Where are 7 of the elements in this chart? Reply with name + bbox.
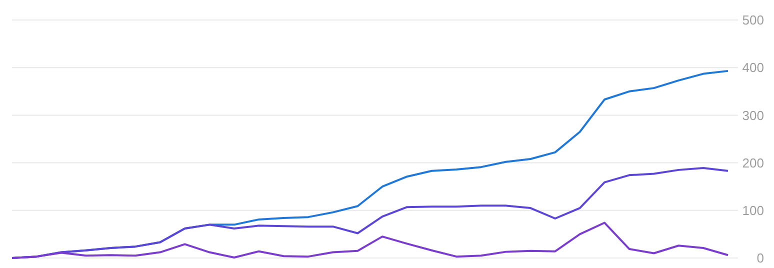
y-tick-label: 200 [742,155,764,170]
y-tick-label: 100 [742,202,764,218]
y-tick-label: 500 [742,12,764,28]
y-tick-label: 400 [742,60,764,76]
y-tick-label: 300 [742,108,764,123]
y-tick-label: 0 [756,250,764,266]
line-series [11,222,729,259]
